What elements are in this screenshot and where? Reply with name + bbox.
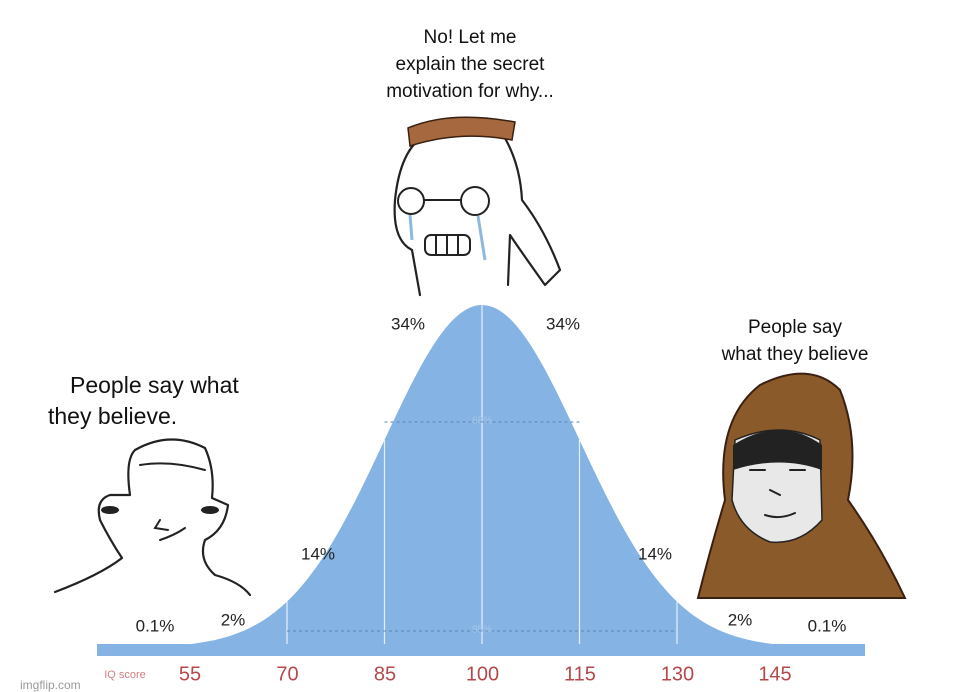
right-caption-1: People say (748, 317, 843, 338)
left-caption-1: People say what (70, 372, 239, 398)
top-caption-1: No! Let me (424, 27, 517, 48)
nerd-character (393, 116, 562, 297)
region-label: 2% (221, 610, 246, 629)
tick-label: 130 (661, 663, 694, 685)
tick-label: 55 (179, 663, 201, 685)
region-label: 0.1% (136, 616, 175, 635)
inner-label: 68% (472, 416, 492, 427)
inner-label: 95% (472, 625, 492, 636)
tick-label: 145 (758, 663, 791, 685)
bell-curve (97, 305, 865, 648)
top-caption-2: explain the secret (396, 54, 546, 75)
curve-area (97, 305, 865, 648)
axis-label: IQ score (104, 669, 146, 681)
tick-label: 115 (564, 663, 596, 685)
hooded-character (696, 372, 907, 599)
region-label: 0.1% (808, 616, 847, 635)
region-label: 2% (728, 610, 753, 629)
watermark: imgflip.com (20, 678, 81, 692)
tick-label: 70 (276, 663, 298, 685)
region-label: 34% (546, 314, 580, 333)
region-label: 14% (638, 544, 672, 563)
right-caption-2: what they believe (721, 344, 869, 365)
simple-character (53, 438, 252, 597)
left-caption-2: they believe. (48, 403, 177, 429)
tick-label: 100 (466, 663, 499, 685)
top-caption-3: motivation for why... (386, 81, 554, 102)
tick-label: 85 (374, 663, 396, 685)
region-label: 34% (391, 314, 425, 333)
region-label: 14% (301, 544, 335, 563)
baseline-bar (97, 644, 865, 656)
